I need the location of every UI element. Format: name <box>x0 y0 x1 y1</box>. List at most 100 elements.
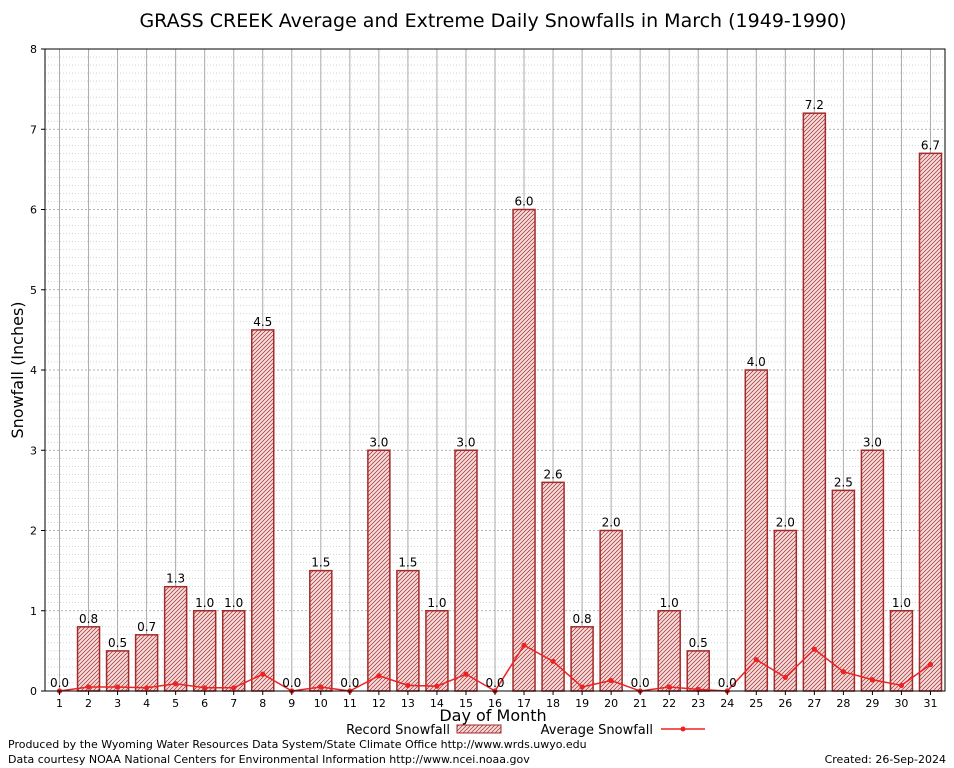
average-snowfall-point <box>550 658 556 664</box>
record-snowfall-value-label: 6.7 <box>921 138 940 152</box>
average-snowfall-point <box>173 681 179 687</box>
record-snowfall-value-label: 6.0 <box>514 195 533 209</box>
legend-record-snowfall-label: Record Snowfall <box>346 723 450 738</box>
y-tick-label: 6 <box>30 204 37 217</box>
record-snowfall-bar <box>570 626 594 692</box>
record-snowfall-value-label: 1.0 <box>427 596 446 610</box>
record-snowfall-bar <box>367 449 391 692</box>
record-snowfall-value-label: 1.3 <box>166 572 185 586</box>
record-snowfall-bar <box>134 634 159 692</box>
record-snowfall-bar <box>76 626 101 692</box>
x-tick-label: 23 <box>691 697 705 710</box>
record-snowfall-bar <box>309 569 333 692</box>
record-snowfall-value-label: 0.7 <box>137 620 156 634</box>
record-snowfall-value-label: 0.0 <box>631 676 650 690</box>
x-tick-label: 11 <box>343 697 357 710</box>
y-tick-label: 4 <box>30 364 37 377</box>
x-tick-label: 24 <box>720 697 734 710</box>
record-snowfall-bar <box>425 610 449 692</box>
record-snowfall-value-label: 0.0 <box>282 676 301 690</box>
average-snowfall-point <box>463 671 469 677</box>
x-tick-label: 9 <box>288 697 295 710</box>
average-snowfall-point <box>608 677 614 684</box>
x-tick-label: 1 <box>56 697 63 710</box>
record-snowfall-value-label: 0.0 <box>50 676 69 690</box>
average-snowfall-point <box>405 682 411 688</box>
record-snowfall-bar <box>192 610 217 692</box>
y-tick-label: 8 <box>30 43 37 56</box>
average-snowfall-point <box>753 657 759 663</box>
record-snowfall-bar <box>512 208 536 692</box>
x-tick-label: 25 <box>749 697 763 710</box>
legend-record-snowfall-swatch <box>456 724 502 734</box>
average-snowfall-point <box>666 684 672 690</box>
x-tick-label: 28 <box>836 697 850 710</box>
record-snowfall-value-label: 1.5 <box>398 556 417 570</box>
record-snowfall-bar <box>454 449 478 692</box>
x-tick-label: 29 <box>865 697 879 710</box>
average-snowfall-point <box>144 685 150 691</box>
x-tick-label: 26 <box>778 697 792 710</box>
footer-data-courtesy: Data courtesy NOAA National Centers for … <box>8 753 530 766</box>
record-snowfall-value-label: 0.5 <box>689 636 708 650</box>
x-tick-label: 13 <box>401 697 415 710</box>
record-snowfall-value-label: 0.8 <box>79 612 98 626</box>
x-tick-label: 19 <box>575 697 589 710</box>
record-snowfall-bar <box>599 529 623 692</box>
record-snowfall-value-label: 0.8 <box>573 612 592 626</box>
x-tick-label: 15 <box>459 697 473 710</box>
record-snowfall-value-label: 0.0 <box>485 676 504 690</box>
x-tick-label: 21 <box>633 697 647 710</box>
x-tick-label: 7 <box>230 697 237 710</box>
x-tick-label: 31 <box>923 697 937 710</box>
record-snowfall-bar <box>773 529 798 692</box>
record-snowfall-value-label: 3.0 <box>369 435 388 449</box>
record-snowfall-bar <box>163 585 188 692</box>
average-snowfall-point <box>318 684 324 690</box>
y-axis-label: Snowfall (Inches) <box>8 301 27 438</box>
y-tick-label: 5 <box>30 284 37 297</box>
record-snowfall-value-label: 7.2 <box>805 98 824 112</box>
average-snowfall-point <box>579 684 585 690</box>
x-tick-label: 16 <box>488 697 502 710</box>
record-snowfall-value-label: 4.5 <box>253 315 272 329</box>
record-snowfall-bar <box>744 369 769 692</box>
average-snowfall-point <box>521 642 527 648</box>
x-tick-label: 30 <box>894 697 908 710</box>
x-tick-label: 12 <box>372 697 386 710</box>
record-snowfall-bar <box>802 112 827 692</box>
x-tick-label: 27 <box>807 697 821 710</box>
record-snowfall-value-label: 3.0 <box>456 435 475 449</box>
record-snowfall-bar <box>250 329 275 692</box>
record-snowfall-bar <box>686 650 710 692</box>
record-snowfall-bar <box>221 610 246 692</box>
x-tick-label: 22 <box>662 697 676 710</box>
chart-title: GRASS CREEK Average and Extreme Daily Sn… <box>139 10 846 32</box>
record-snowfall-value-label: 0.0 <box>718 676 737 690</box>
average-snowfall-point <box>114 684 121 690</box>
average-snowfall-point <box>434 683 440 689</box>
average-snowfall-point <box>231 685 237 691</box>
legend: Record Snowfall Average Snowfall <box>346 723 705 738</box>
y-tick-label: 3 <box>30 444 37 457</box>
x-axis-label: Day of Month <box>439 706 546 725</box>
x-tick-label: 20 <box>604 697 618 710</box>
record-snowfall-bar <box>918 152 943 692</box>
record-snowfall-value-label: 4.0 <box>747 355 766 369</box>
average-snowfall-point <box>202 685 208 691</box>
y-tick-label: 1 <box>30 605 37 618</box>
record-snowfall-value-label: 2.0 <box>776 516 795 530</box>
y-tick-label: 2 <box>30 525 37 538</box>
average-snowfall-point <box>811 646 817 652</box>
x-tick-label: 4 <box>143 697 150 710</box>
record-snowfall-value-label: 1.0 <box>224 596 243 610</box>
record-snowfall-value-label: 2.0 <box>602 516 621 530</box>
average-snowfall-point <box>927 661 934 668</box>
footer-created: Created: 26-Sep-2024 <box>825 753 946 766</box>
record-snowfall-value-label: 1.5 <box>311 556 330 570</box>
average-snowfall-point <box>869 677 876 683</box>
average-snowfall-point <box>376 673 382 679</box>
x-tick-label: 8 <box>259 697 266 710</box>
record-snowfall-value-label: 3.0 <box>863 435 882 449</box>
